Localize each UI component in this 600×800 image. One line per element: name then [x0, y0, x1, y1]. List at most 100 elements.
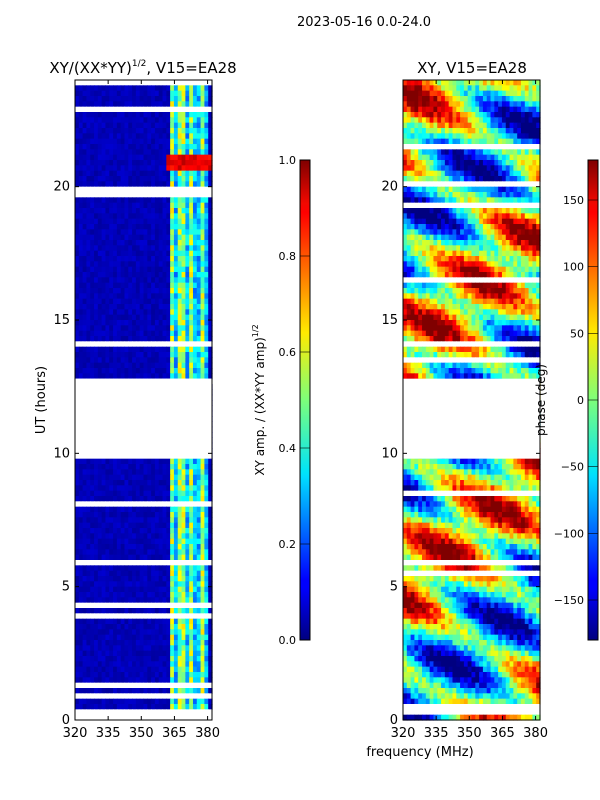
amplitude-heatmap-cell — [185, 112, 190, 118]
amplitude-heatmap-cell — [143, 288, 148, 294]
amplitude-heatmap-cell — [154, 309, 160, 316]
amplitude-heatmap-cell — [208, 133, 213, 140]
phase-heatmap-cell — [463, 112, 469, 118]
amplitude-heatmap-cell — [120, 314, 126, 321]
amplitude-heatmap-cell — [189, 618, 194, 625]
amplitude-heatmap-cell — [151, 618, 156, 625]
amplitude-heatmap-cell — [143, 714, 148, 721]
amplitude-heatmap-cell — [78, 592, 84, 598]
amplitude-heatmap-cell — [120, 272, 126, 278]
amplitude-heatmap-cell — [113, 624, 118, 630]
amplitude-heatmap-cell — [177, 176, 183, 182]
amplitude-heatmap-cell — [147, 512, 152, 518]
phase-heatmap-cell — [494, 112, 499, 118]
amplitude-heatmap-cell — [177, 138, 183, 145]
amplitude-heatmap-cell — [177, 544, 183, 550]
amplitude-heatmap-cell — [128, 181, 133, 188]
amplitude-heatmap-cell — [196, 592, 202, 598]
amplitude-heatmap-cell — [158, 368, 164, 374]
amplitude-heatmap-cell — [128, 629, 133, 636]
amplitude-heatmap-cell — [158, 554, 164, 561]
amplitude-heatmap-cell — [90, 181, 95, 188]
amplitude-heatmap-cell — [151, 682, 156, 689]
amplitude-heatmap-cell — [120, 256, 126, 262]
amplitude-heatmap-cell — [181, 586, 186, 593]
phase-heatmap-cell — [437, 122, 442, 129]
amplitude-heatmap-cell — [173, 608, 179, 614]
phase-heatmap-cell — [448, 117, 454, 124]
amplitude-heatmap-cell — [120, 629, 126, 636]
amplitude-heatmap-cell — [135, 213, 141, 220]
phase-heatmap-cell — [520, 80, 526, 86]
amplitude-heatmap-cell — [185, 85, 190, 92]
amplitude-heatmap-cell — [135, 581, 141, 588]
amplitude-heatmap-cell — [151, 240, 156, 246]
amplitude-heatmap-cell — [135, 656, 141, 662]
amplitude-heatmap-cell — [200, 618, 205, 625]
phase-heatmap-cell — [429, 106, 435, 113]
amplitude-heatmap-cell — [82, 117, 88, 124]
amplitude-heatmap-cell — [128, 202, 133, 209]
amplitude-heatmap-cell — [120, 144, 126, 150]
phase-heatmap-cell — [418, 133, 423, 140]
amplitude-heatmap-cell — [120, 234, 126, 241]
amplitude-heatmap-cell — [113, 533, 118, 540]
amplitude-heatmap-cell — [177, 293, 183, 300]
amplitude-heatmap-cell — [101, 240, 107, 246]
amplitude-heatmap-cell — [135, 565, 141, 572]
amplitude-heatmap-cell — [86, 586, 91, 593]
amplitude-heatmap-cell — [185, 373, 190, 380]
amplitude-heatmap-cell — [90, 677, 95, 684]
amplitude-heatmap-cell — [162, 298, 167, 305]
phase-heatmap-cell — [524, 160, 530, 166]
phase-heatmap-cell — [528, 117, 533, 124]
amplitude-heatmap-cell — [109, 490, 114, 497]
amplitude-heatmap-cell — [196, 624, 202, 630]
amplitude-heatmap-cell — [90, 186, 95, 193]
phase-heatmap-cell — [524, 90, 530, 97]
amplitude-heatmap-cell — [208, 245, 213, 252]
amplitude-heatmap-cell — [139, 570, 145, 577]
amplitude-heatmap-cell — [154, 170, 160, 177]
amplitude-heatmap-cell — [120, 581, 126, 588]
amplitude-heatmap-cell — [170, 688, 175, 694]
amplitude-heatmap-cell — [196, 634, 202, 641]
amplitude-heatmap-cell — [189, 517, 194, 524]
amplitude-heatmap-cell — [166, 176, 171, 182]
amplitude-heatmap-cell — [105, 506, 110, 513]
amplitude-heatmap-cell — [177, 325, 183, 332]
amplitude-heatmap-cell — [86, 458, 91, 465]
amplitude-heatmap-cell — [116, 352, 122, 358]
amplitude-heatmap-cell — [86, 464, 91, 470]
amplitude-heatmap-cell — [177, 106, 183, 113]
amplitude-heatmap-cell — [208, 581, 213, 588]
amplitude-heatmap-cell — [94, 208, 99, 214]
amplitude-heatmap-cell — [86, 341, 91, 348]
amplitude-heatmap-cell — [189, 357, 194, 364]
amplitude-heatmap-cell — [113, 282, 118, 289]
amplitude-heatmap-cell — [78, 570, 84, 577]
amplitude-heatmap-cell — [208, 304, 213, 310]
amplitude-heatmap-cell — [132, 634, 137, 641]
amplitude-heatmap-cell — [90, 314, 95, 321]
amplitude-heatmap-cell — [105, 464, 110, 470]
phase-heatmap-cell — [490, 133, 495, 140]
amplitude-heatmap-cell — [94, 464, 99, 470]
amplitude-heatmap-cell — [90, 154, 95, 161]
amplitude-heatmap-cell — [173, 320, 179, 326]
amplitude-heatmap-cell — [82, 165, 88, 172]
amplitude-heatmap-cell — [78, 533, 84, 540]
amplitude-heatmap-cell — [139, 682, 145, 689]
amplitude-heatmap-cell — [162, 309, 167, 316]
amplitude-heatmap-cell — [135, 101, 141, 108]
amplitude-heatmap-cell — [200, 634, 205, 641]
amplitude-heatmap-cell — [158, 677, 164, 684]
amplitude-heatmap-cell — [185, 314, 190, 321]
amplitude-heatmap-cell — [120, 149, 126, 156]
amplitude-heatmap-cell — [105, 357, 110, 364]
amplitude-heatmap-cell — [154, 698, 160, 705]
amplitude-heatmap-cell — [181, 282, 186, 289]
amplitude-heatmap-cell — [113, 138, 118, 145]
amplitude-heatmap-cell — [154, 373, 160, 380]
amplitude-heatmap-cell — [154, 485, 160, 492]
